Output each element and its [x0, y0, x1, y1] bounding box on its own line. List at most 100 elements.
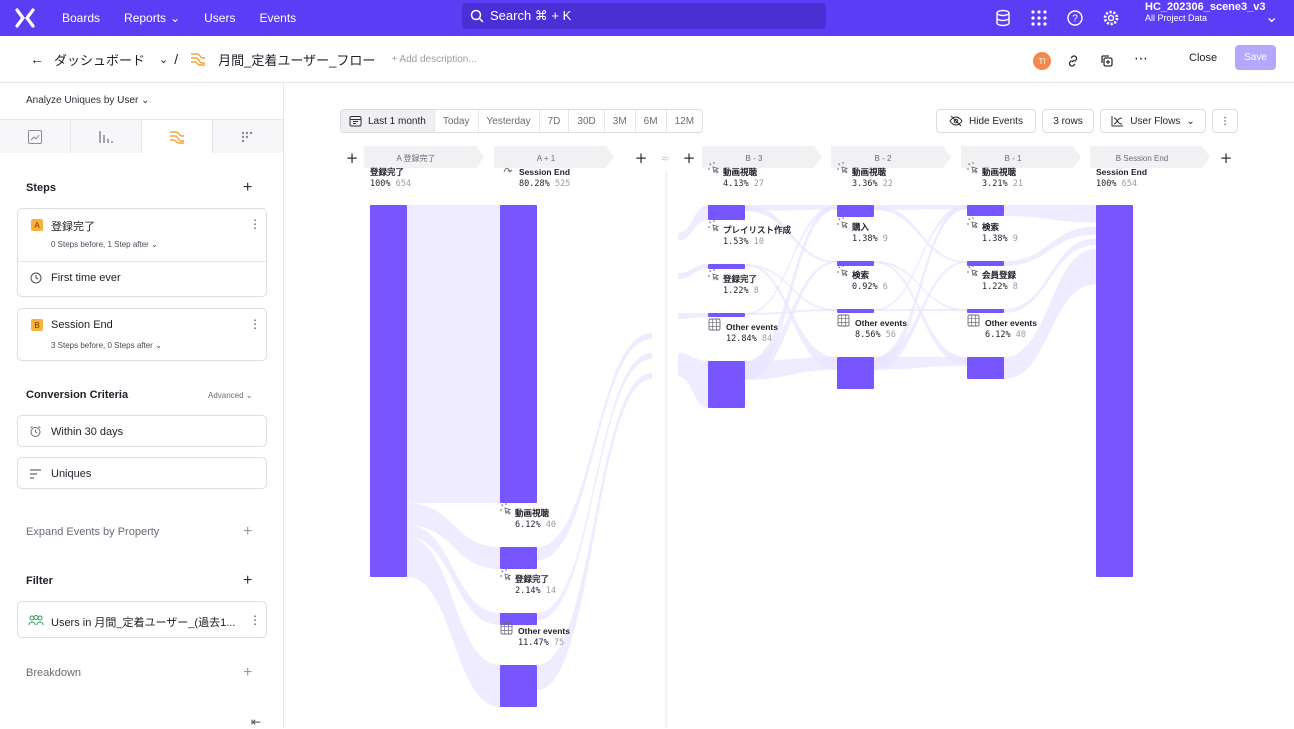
flow-node-bar[interactable] — [1096, 205, 1133, 577]
kebab-menu-icon[interactable]: ⋮ — [249, 317, 261, 331]
date-6m[interactable]: 6M — [636, 110, 667, 132]
mixpanel-logo-icon[interactable] — [14, 7, 36, 29]
back-arrow-icon[interactable]: ← — [30, 51, 44, 67]
flow-node[interactable]: Other events 6.12% 40 — [967, 314, 1037, 379]
add-filter-plus-icon[interactable]: + — [243, 572, 253, 589]
column-header[interactable]: B - 1 — [961, 146, 1081, 168]
date-last-1-month[interactable]: Last 1 month — [341, 110, 435, 132]
flow-node-bar[interactable] — [967, 309, 1004, 313]
flow-node[interactable]: 登録完了 1.22% 8 — [708, 269, 759, 317]
kebab-menu-icon[interactable]: ⋮ — [249, 217, 261, 231]
rows-button[interactable]: 3 rows — [1042, 109, 1094, 133]
more-options-icon[interactable]: ⋯ — [1134, 50, 1148, 66]
flow-node-bar[interactable] — [837, 357, 874, 389]
flow-node[interactable]: Session End 100% 654 — [1096, 167, 1147, 577]
more-options-button[interactable]: ⋮ — [1212, 109, 1238, 133]
flow-node[interactable]: プレイリスト作成 1.53% 10 — [708, 220, 792, 269]
column-header[interactable]: B - 2 — [831, 146, 951, 168]
date-today[interactable]: Today — [435, 110, 479, 132]
analyze-by[interactable]: Analyze Uniques by User ⌄ — [26, 95, 149, 106]
add-description[interactable]: + Add description... — [391, 53, 477, 65]
flow-node-bar[interactable] — [837, 205, 874, 217]
report-title[interactable]: 月間_定着ユーザー_フロー — [218, 52, 376, 68]
flow-node[interactable]: 動画視聴 3.36% 22 — [837, 162, 893, 217]
column-header[interactable]: A + 1 — [494, 146, 614, 168]
date-3m[interactable]: 3M — [605, 110, 636, 132]
add-breakdown-plus-icon[interactable]: + — [243, 664, 253, 681]
flow-node[interactable]: 動画視聴 3.21% 21 — [967, 162, 1023, 216]
step-card-b[interactable]: B Session End ⋮ 3 Steps before, 0 Steps … — [17, 308, 267, 361]
date-30d[interactable]: 30D — [569, 110, 605, 132]
apps-grid-icon[interactable] — [1030, 9, 1048, 27]
filter-card[interactable]: Users in 月間_定着ユーザー_(過去1... ⋮ — [17, 601, 267, 638]
kebab-menu-icon[interactable]: ⋮ — [249, 613, 261, 627]
nav-events[interactable]: Events — [259, 11, 297, 25]
within-window-field[interactable]: Within 30 days — [17, 415, 267, 447]
tab-retention[interactable] — [213, 120, 284, 153]
flow-node-bar[interactable] — [837, 309, 874, 313]
duplicate-icon[interactable] — [1100, 54, 1114, 68]
column-header[interactable]: A 登録完了 — [364, 146, 484, 168]
advanced-toggle[interactable]: Advanced ⌄ — [208, 391, 253, 400]
view-selector[interactable]: User Flows ⌄ — [1100, 109, 1206, 133]
step-card-a[interactable]: A 登録完了 ⋮ 0 Steps before, 1 Step after ⌄ … — [17, 208, 267, 297]
flow-node[interactable]: 検索 1.38% 9 — [967, 217, 1018, 266]
flow-node-bar[interactable] — [500, 547, 537, 569]
flow-node[interactable]: 登録完了 2.14% 14 — [500, 569, 556, 625]
flow-node[interactable]: Session End 80.28% 525 — [500, 167, 570, 503]
date-12m[interactable]: 12M — [674, 115, 695, 127]
help-icon[interactable]: ? — [1066, 9, 1084, 27]
uniques-field[interactable]: Uniques — [17, 457, 267, 489]
flow-node-bar[interactable] — [708, 205, 745, 220]
first-time-ever[interactable]: First time ever — [51, 272, 121, 284]
settings-gear-icon[interactable] — [1102, 9, 1120, 27]
breadcrumb-dashboard[interactable]: ダッシュボード — [54, 52, 146, 68]
flow-node[interactable]: 登録完了 100% 654 — [369, 167, 411, 577]
nav-reports[interactable]: Reports ⌄ — [124, 11, 180, 25]
flow-node-bar[interactable] — [500, 205, 537, 503]
add-expand-plus-icon[interactable]: + — [243, 523, 253, 540]
add-step-after-a-plus-icon[interactable]: + — [635, 149, 648, 167]
project-selector[interactable]: HC_202306_scene3_v3 All Project Data ⌄ — [1145, 1, 1278, 26]
database-icon[interactable] — [994, 9, 1012, 27]
flow-node[interactable]: 会員登録 1.22% 8 — [967, 265, 1018, 313]
nav-users[interactable]: Users — [204, 11, 236, 25]
save-button[interactable]: Save — [1235, 45, 1276, 70]
step-a-range[interactable]: 0 Steps before, 1 Step after ⌄ — [51, 240, 158, 249]
flow-node[interactable]: 動画視聴 6.12% 40 — [500, 503, 556, 569]
search-input[interactable]: Search ⌘ + K — [462, 3, 826, 29]
add-step-after-b-plus-icon[interactable]: + — [1220, 149, 1233, 167]
flow-node[interactable]: Other events 8.56% 56 — [837, 314, 907, 389]
avatar[interactable]: TI — [1033, 52, 1051, 70]
step-b-range[interactable]: 3 Steps before, 0 Steps after ⌄ — [51, 341, 162, 350]
flow-node-bar[interactable] — [967, 205, 1004, 216]
tab-insights[interactable] — [0, 120, 71, 153]
tab-funnels[interactable] — [71, 120, 142, 153]
hide-events-button[interactable]: Hide Events — [936, 109, 1036, 133]
flow-node-bar[interactable] — [500, 665, 537, 707]
flow-node-bar[interactable] — [708, 361, 745, 408]
link-icon[interactable] — [1066, 54, 1080, 68]
flow-node-bar[interactable] — [370, 205, 407, 577]
collapse-sidebar-icon[interactable]: ⇤ — [251, 715, 262, 729]
flow-node[interactable]: Other events 11.47% 75 — [500, 622, 570, 707]
close-button[interactable]: Close — [1189, 52, 1218, 64]
flow-node[interactable]: 購入 1.38% 9 — [837, 217, 888, 266]
flow-node[interactable]: 検索 0.92% 6 — [837, 265, 888, 313]
flow-node-bar[interactable] — [708, 313, 745, 317]
chevron-down-icon[interactable]: ⌄ — [159, 53, 169, 66]
flow-node[interactable]: 動画視聴 4.13% 27 — [708, 162, 764, 220]
column-header[interactable]: B - 3 — [702, 146, 822, 168]
tab-flows[interactable] — [142, 120, 213, 153]
flow-node[interactable]: Other events 12.84% 84 — [708, 318, 778, 408]
date-yesterday[interactable]: Yesterday — [479, 110, 540, 132]
flow-node-bar[interactable] — [837, 261, 874, 266]
flow-node-bar[interactable] — [967, 357, 1004, 379]
flow-node-bar[interactable] — [708, 264, 745, 269]
nav-boards[interactable]: Boards — [62, 11, 101, 25]
add-step-before-plus-icon[interactable]: + — [346, 149, 359, 167]
date-7d[interactable]: 7D — [540, 110, 570, 132]
add-step-before-b-plus-icon[interactable]: + — [683, 149, 696, 167]
column-header[interactable]: B Session End — [1090, 146, 1210, 168]
flow-node-bar[interactable] — [500, 613, 537, 625]
